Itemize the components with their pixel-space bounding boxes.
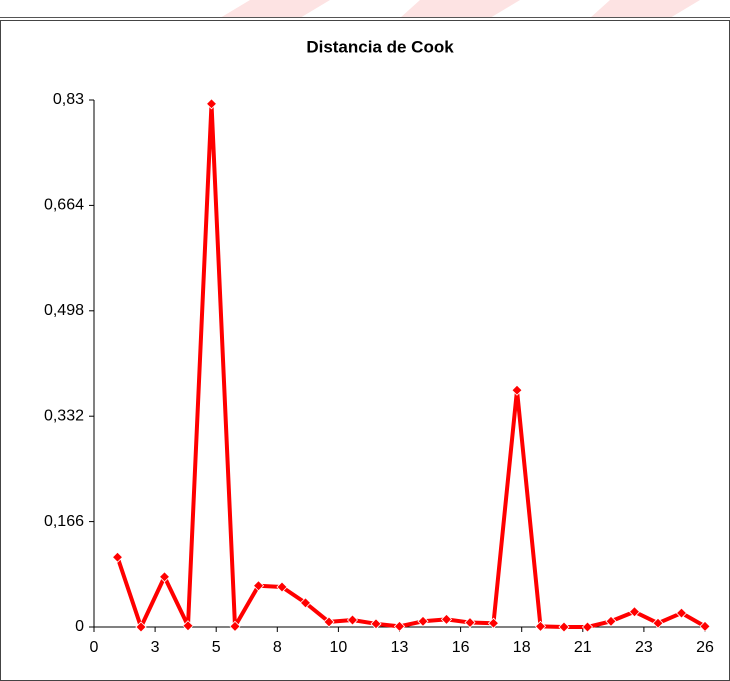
x-tick-label: 5: [212, 639, 221, 656]
x-tick-label: 8: [273, 639, 282, 656]
marker: [628, 606, 641, 618]
marker: [581, 621, 594, 633]
marker: [440, 613, 453, 625]
x-tick-label: 10: [330, 639, 348, 656]
marker: [534, 620, 547, 632]
decor: [220, 0, 330, 18]
x-tick-label: 13: [391, 639, 409, 656]
marker: [417, 615, 429, 627]
x-tick-label: 18: [513, 639, 531, 656]
marker: [346, 614, 359, 626]
marker: [511, 384, 523, 396]
marker: [675, 607, 688, 619]
x-tick-label: 23: [635, 639, 653, 656]
y-tick-label: 0,83: [53, 91, 84, 108]
chart-title: Distancia de Cook: [306, 37, 454, 56]
marker: [276, 581, 288, 593]
x-tick-label: 21: [574, 639, 592, 656]
y-tick-label: 0,332: [44, 407, 84, 424]
marker: [252, 580, 265, 592]
y-tick-label: 0,166: [44, 513, 84, 530]
marker: [229, 620, 241, 632]
marker: [699, 620, 711, 632]
x-tick-label: 16: [452, 639, 470, 656]
marker: [605, 615, 617, 627]
y-tick-label: 0,664: [44, 197, 84, 214]
marker: [135, 621, 147, 633]
marker: [370, 618, 382, 630]
marker: [487, 617, 500, 629]
marker: [323, 616, 335, 628]
y-tick-label: 0: [75, 618, 84, 635]
x-tick-label: 3: [151, 639, 160, 656]
marker: [182, 620, 194, 632]
marker: [158, 571, 171, 583]
y-tick-label: 0,498: [44, 302, 84, 319]
top-strip: [0, 0, 730, 18]
marker: [205, 98, 218, 110]
decor: [590, 0, 700, 18]
x-tick-label: 26: [696, 639, 714, 656]
marker: [393, 620, 406, 632]
marker: [464, 616, 476, 629]
chart-frame: [0, 20, 730, 681]
decor: [400, 0, 520, 18]
marker: [299, 597, 312, 609]
x-tick-label: 0: [90, 639, 99, 656]
marker: [558, 621, 570, 633]
marker: [652, 617, 664, 629]
marker: [111, 551, 124, 563]
